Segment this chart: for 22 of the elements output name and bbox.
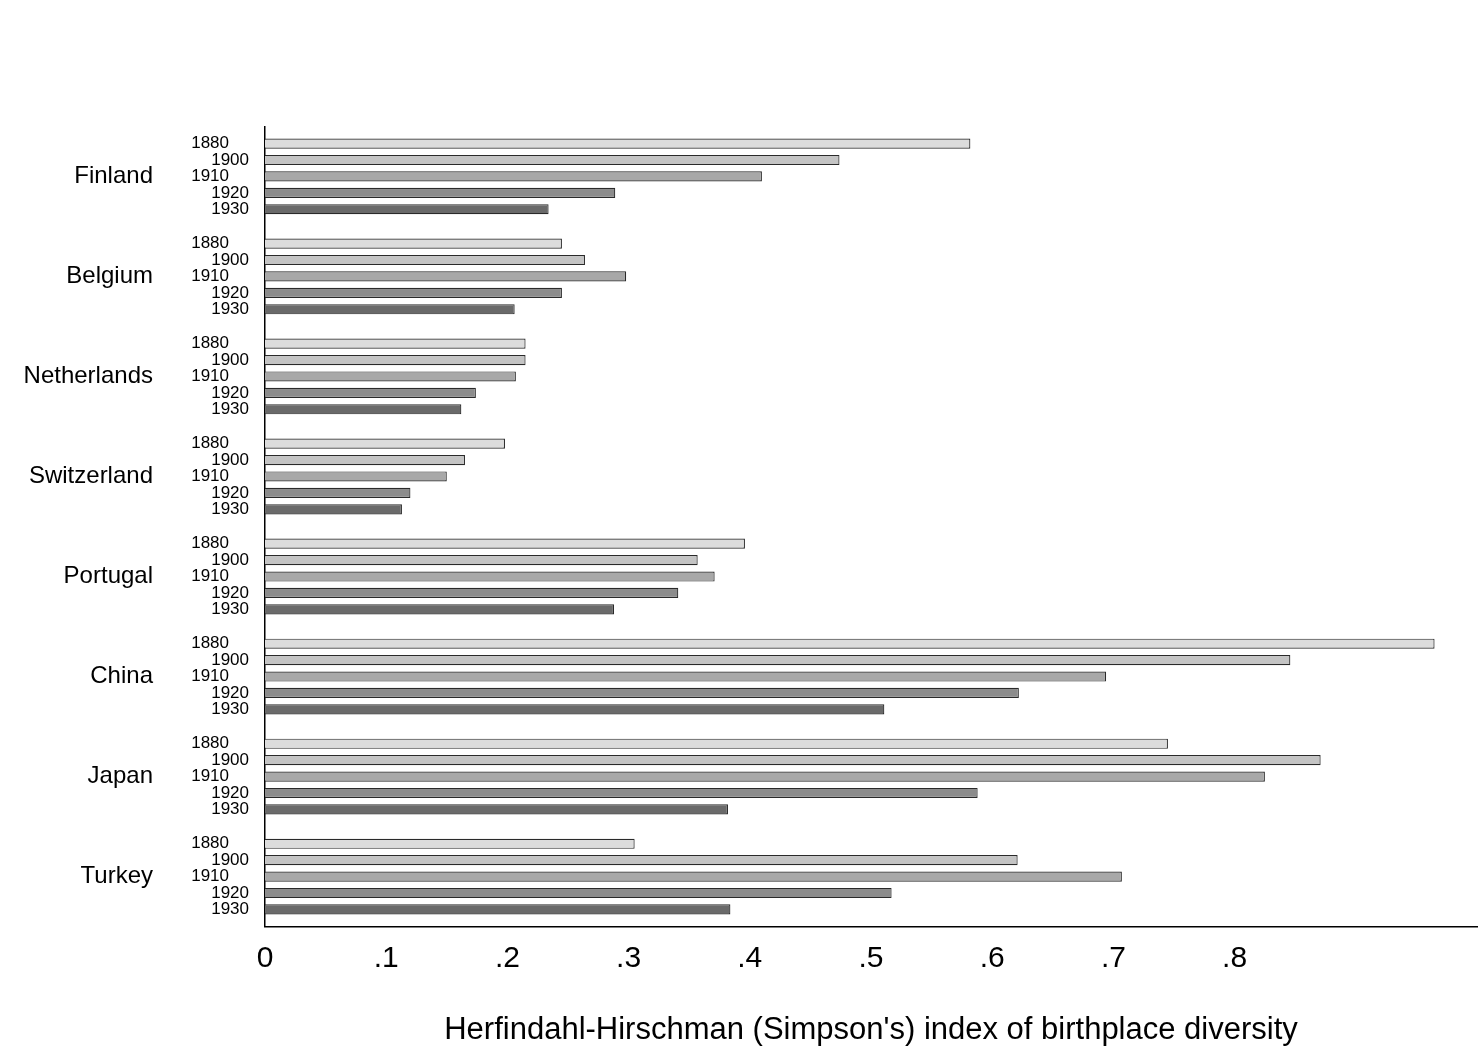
x-tick-label: .8 (1222, 939, 1248, 973)
text: 1930 (211, 899, 249, 919)
x-tick-label: .2 (494, 939, 520, 973)
y-tick-label: China (90, 661, 154, 689)
x-axis-title: Herfindahl-Hirschman (Simpson's) index of birthplace diversity (444, 1010, 1299, 1046)
x-tick-label: .4 (737, 939, 763, 973)
x-tick-label: 0 (256, 939, 274, 973)
x-tick-label: .7 (1100, 939, 1126, 973)
text: 1930 (211, 799, 249, 819)
y-tick-label: Japan (87, 761, 153, 789)
x-tick-label: .5 (858, 939, 884, 973)
y-tick-label: Finland (74, 161, 153, 189)
text: 1930 (211, 699, 249, 719)
x-tick-label: .6 (979, 939, 1005, 973)
x-tick-label: .3 (616, 939, 642, 973)
y-tick-label: Portugal (63, 561, 153, 589)
y-tick-label: Belgium (66, 261, 153, 289)
x-tick-label: .1 (373, 939, 399, 973)
y-tick-label: Switzerland (28, 461, 153, 489)
y-tick-label: Turkey (80, 861, 153, 889)
text: 1930 (211, 599, 249, 619)
y-tick-label: Netherlands (23, 361, 153, 389)
